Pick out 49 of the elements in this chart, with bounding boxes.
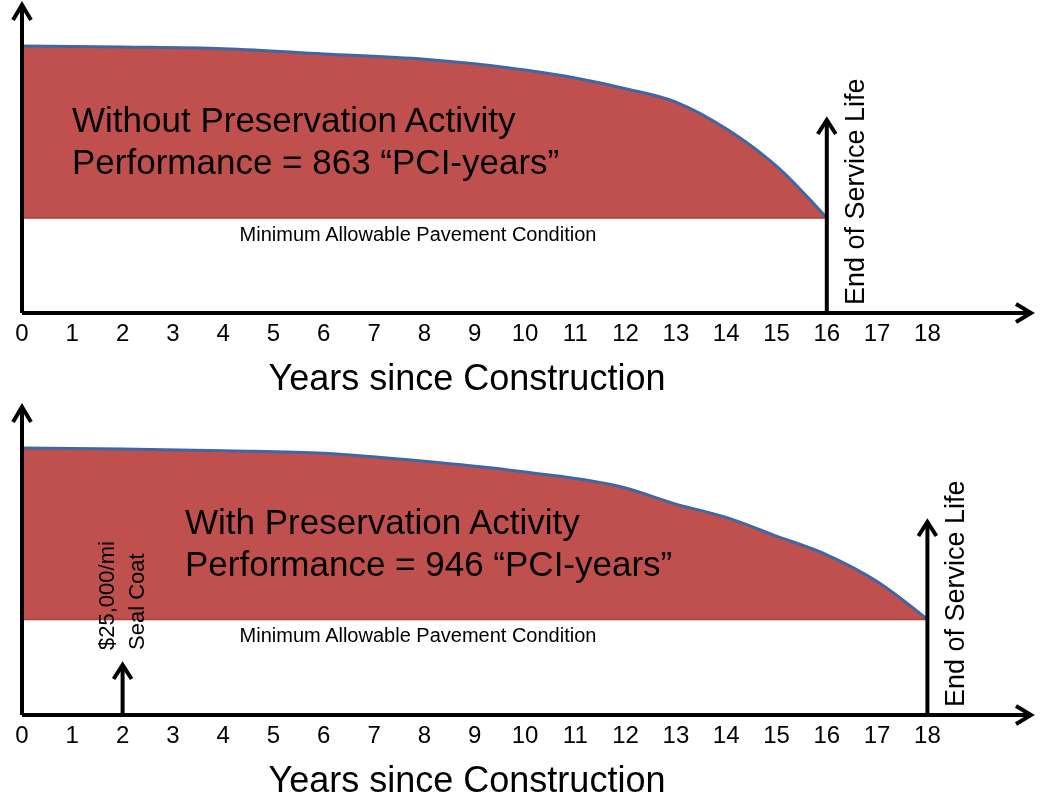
x-tick-label: 10 <box>511 721 539 748</box>
x-tick-label: 12 <box>612 319 639 346</box>
x-tick-label: 9 <box>468 721 482 748</box>
x-tick-label: 7 <box>367 721 381 748</box>
annotation: With Preservation Activity <box>185 502 581 541</box>
x-tick-label: 0 <box>15 319 29 346</box>
ref-line-label: Minimum Allowable Pavement Condition <box>239 222 597 245</box>
ref-line-label: Minimum Allowable Pavement Condition <box>239 624 597 647</box>
x-tick-label: 12 <box>612 721 639 748</box>
x-tick-label: 14 <box>712 319 740 346</box>
x-tick-label: 16 <box>813 721 841 748</box>
ref-line-label: $25,000/mi Seal Coat <box>93 541 149 650</box>
annotation: Performance = 946 “PCI-years” <box>185 544 673 583</box>
x-tick-label: 8 <box>417 319 432 346</box>
x-tick-label: 1 <box>65 721 79 748</box>
ref-line-label: End of Service Life <box>839 78 870 305</box>
x-tick-label: 6 <box>317 319 331 346</box>
x-tick-label: 15 <box>763 319 790 346</box>
x-tick-label: 4 <box>216 319 230 346</box>
x-tick-label: 5 <box>266 721 281 748</box>
x-tick-label: 13 <box>662 319 690 346</box>
x-tick-label: 9 <box>468 319 482 346</box>
x-tick-label: 16 <box>813 319 841 346</box>
x-tick-label: 15 <box>763 721 790 748</box>
x-tick-label: 6 <box>317 721 331 748</box>
x-tick-label: 18 <box>914 319 941 346</box>
x-tick-label: 8 <box>417 721 432 748</box>
x-tick-label: 5 <box>266 319 281 346</box>
ref-line-label: End of Service Life <box>940 480 971 707</box>
x-tick-label: 0 <box>15 721 29 748</box>
x-tick-label: 2 <box>115 721 130 748</box>
x-tick-label: 3 <box>166 319 180 346</box>
x-tick-label: 1 <box>65 319 79 346</box>
x-tick-label: 18 <box>914 721 941 748</box>
x-axis-title: Years since Construction <box>268 759 666 800</box>
x-tick-label: 7 <box>367 319 381 346</box>
x-tick-label: 2 <box>115 319 130 346</box>
x-tick-label: 14 <box>712 721 740 748</box>
x-axis-title: Years since Construction <box>268 357 666 398</box>
x-tick-label: 4 <box>216 721 230 748</box>
x-tick-label: 13 <box>662 721 690 748</box>
x-tick-label: 3 <box>166 721 180 748</box>
x-tick-label: 17 <box>863 721 891 748</box>
x-tick-label: 10 <box>511 319 539 346</box>
x-tick-label: 17 <box>863 319 891 346</box>
annotation: Performance = 863 “PCI-years” <box>72 142 560 181</box>
x-tick-label: 11 <box>562 721 588 748</box>
x-tick-label: 11 <box>562 319 588 346</box>
annotation: Without Preservation Activity <box>72 100 516 139</box>
